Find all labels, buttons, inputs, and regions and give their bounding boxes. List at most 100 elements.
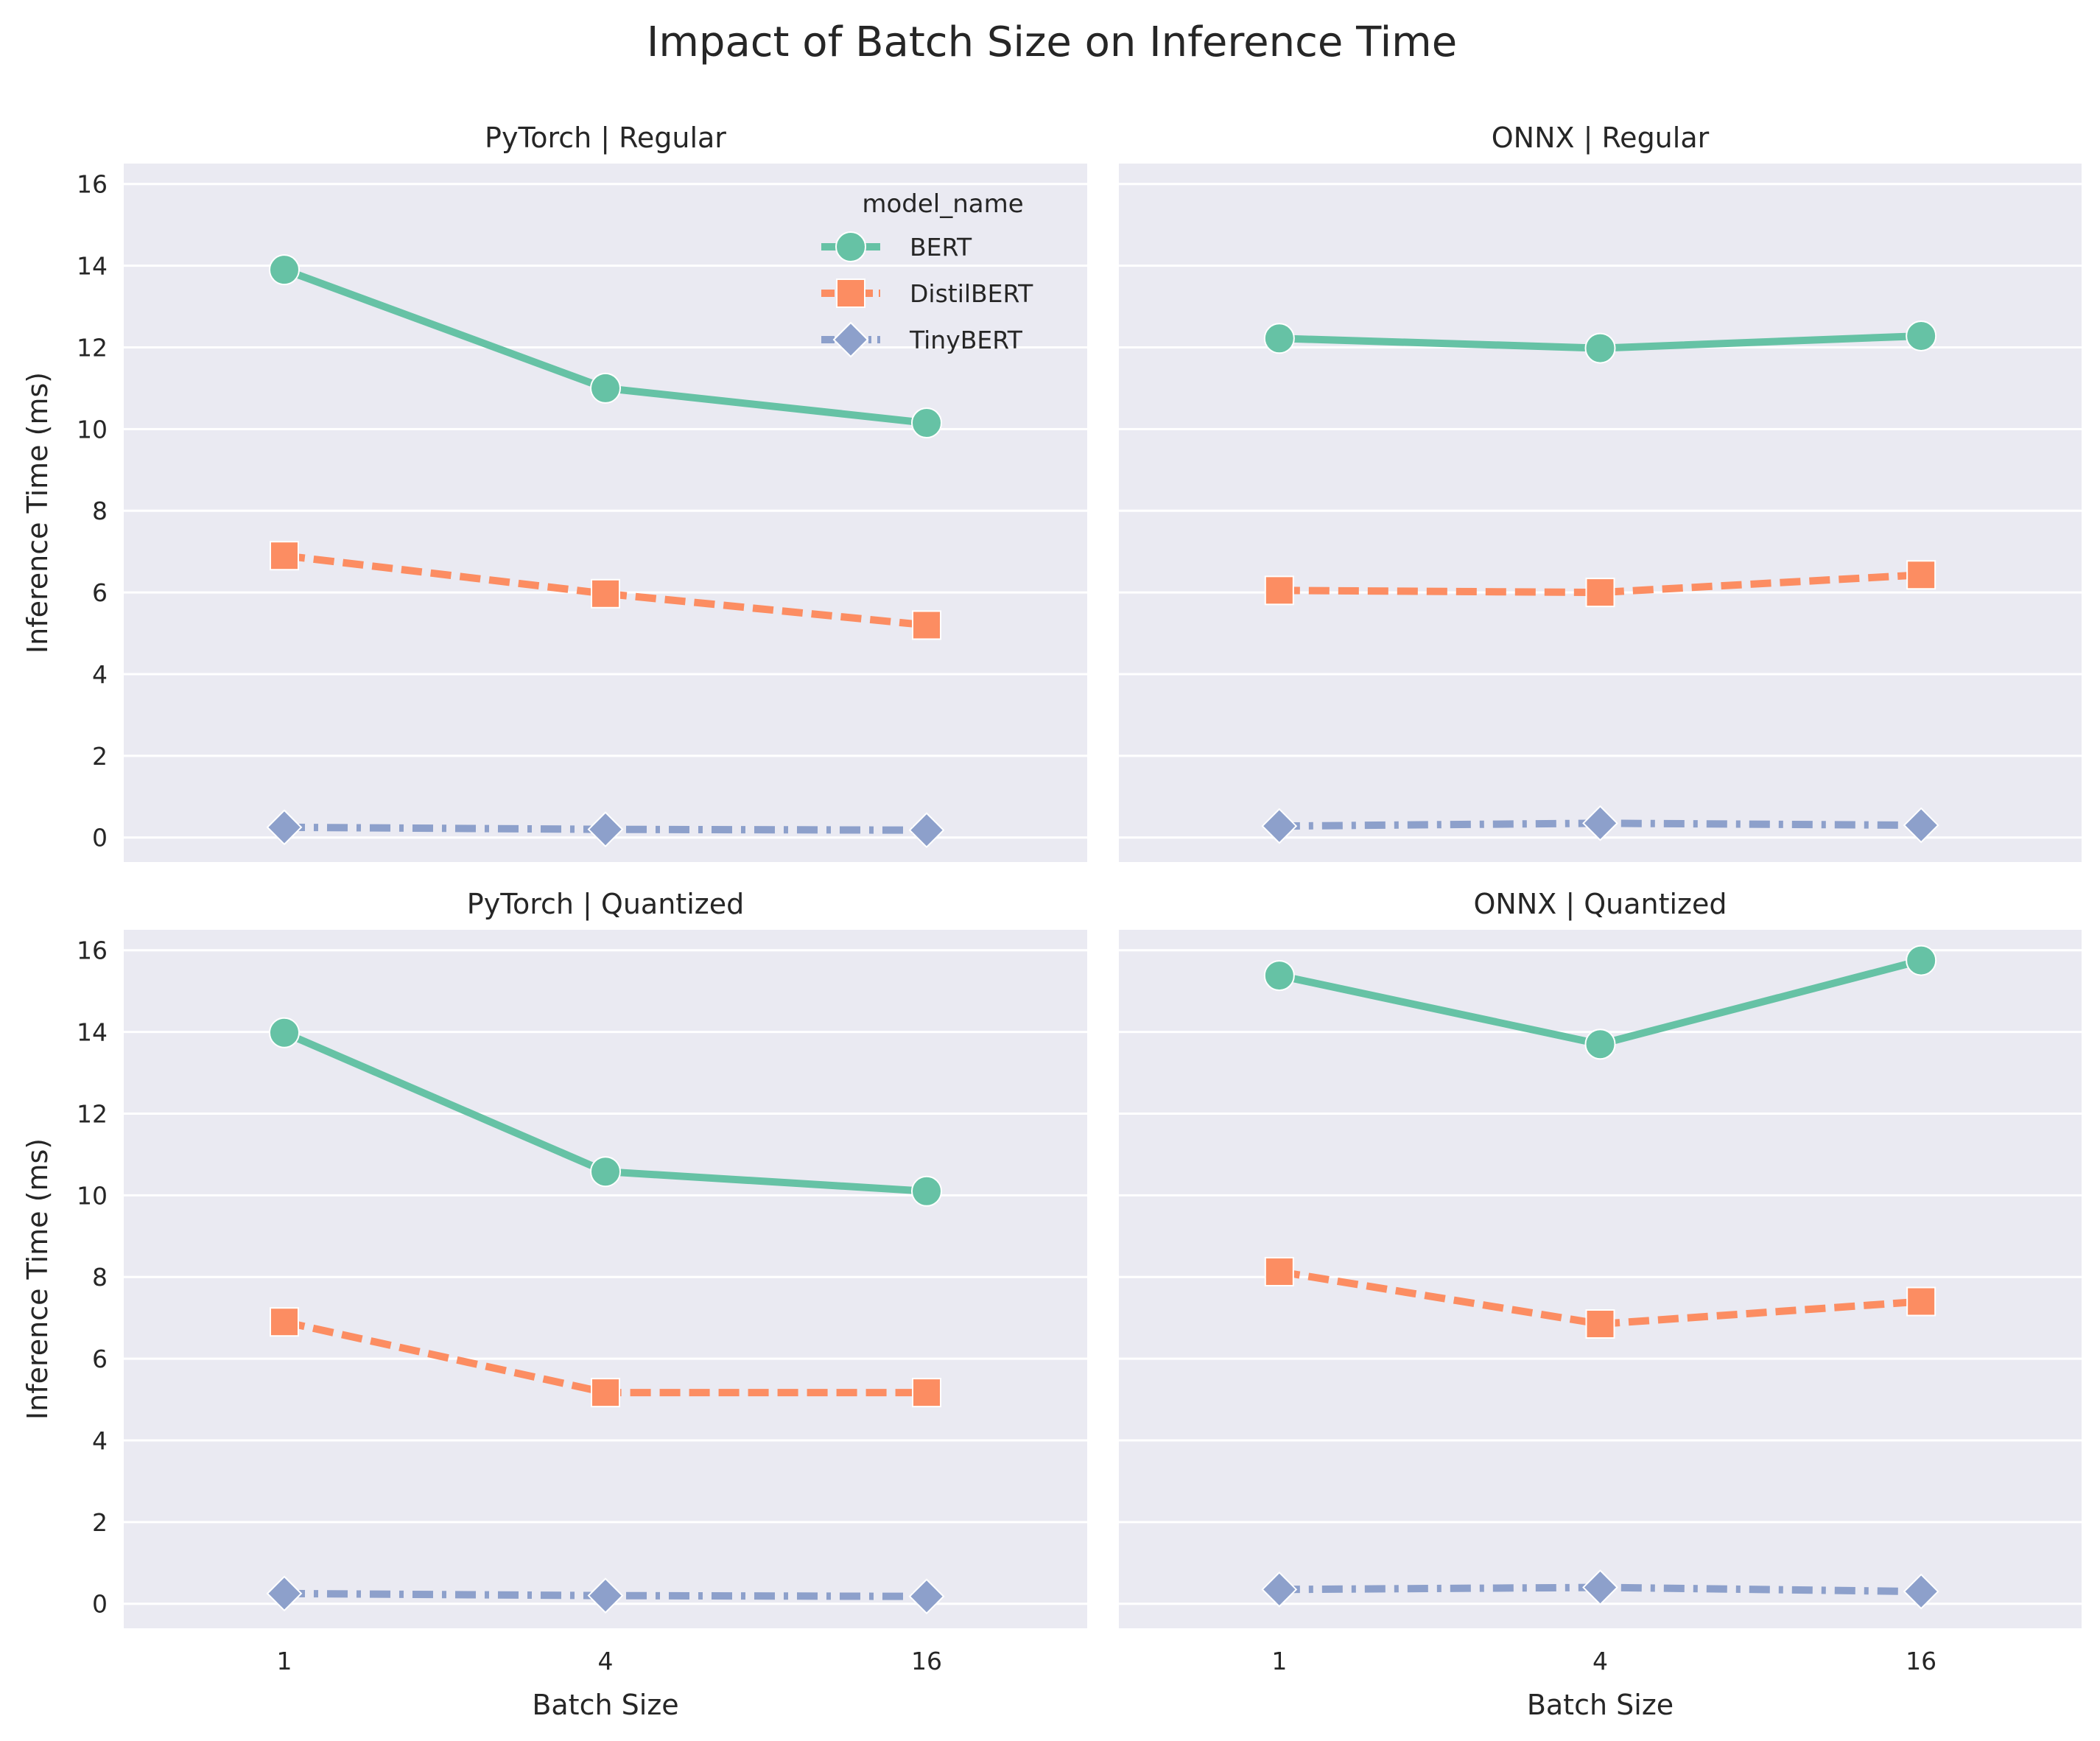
data-point xyxy=(587,811,624,848)
data-point xyxy=(269,254,300,286)
panel-pytorch-quantized: PyTorch | Quantized0246810121416Inferenc… xyxy=(21,888,1087,1721)
panel-title: PyTorch | Quantized xyxy=(467,888,744,921)
x-tick-label: 1 xyxy=(277,1647,292,1675)
x-tick-label: 4 xyxy=(598,1647,614,1675)
data-point xyxy=(590,372,621,404)
y-tick-label: 4 xyxy=(92,1426,108,1455)
y-axis-label: Inference Time (ms) xyxy=(21,1138,54,1420)
panel-onnx-regular: ONNX | Regular xyxy=(1119,122,2082,862)
x-tick-label: 16 xyxy=(911,1647,942,1675)
data-point xyxy=(908,812,945,849)
panel-title: ONNX | Regular xyxy=(1492,122,1710,155)
data-point xyxy=(270,541,299,571)
x-axis-label: Batch Size xyxy=(532,1689,678,1721)
y-tick-label: 12 xyxy=(77,1099,108,1128)
panel-title: ONNX | Quantized xyxy=(1473,888,1727,921)
y-tick-label: 10 xyxy=(77,415,108,444)
series-tinybert xyxy=(266,809,945,849)
panel-onnx-quantized: ONNX | Quantized 1 4 16 Batch Size xyxy=(1119,888,2082,1721)
legend-label: TinyBERT xyxy=(909,326,1023,354)
figure-title: Impact of Batch Size on Inference Time xyxy=(647,18,1457,66)
panel-pytorch-regular: PyTorch | Regular 0 2 4 6 8 10 12 14 16 Inference … xyxy=(21,122,1087,862)
series-bert xyxy=(269,1017,942,1207)
legend-marker xyxy=(835,231,866,262)
panels: PyTorch | Regular0246810121416Inference … xyxy=(21,122,2082,1721)
y-tick-label: 16 xyxy=(77,936,108,965)
x-tick-label: 1 xyxy=(1271,1647,1287,1675)
data-point xyxy=(266,809,303,846)
plot-area xyxy=(124,164,1087,862)
y-tick-label: 2 xyxy=(92,742,108,771)
data-point xyxy=(1585,578,1615,608)
y-tick-label: 16 xyxy=(77,170,108,199)
data-point xyxy=(591,578,620,609)
data-point xyxy=(270,1307,299,1337)
plot-area xyxy=(124,930,1087,1628)
y-tick-label: 10 xyxy=(77,1181,108,1210)
series-tinybert xyxy=(1261,805,1939,844)
series-distilbert xyxy=(270,541,941,640)
data-point xyxy=(1906,320,1937,351)
series-line xyxy=(284,552,927,629)
y-axis-label: Inference Time (ms) xyxy=(21,372,54,654)
data-point xyxy=(587,1577,624,1614)
data-point xyxy=(1264,575,1294,606)
legend-entry-bert: BERT xyxy=(821,231,972,262)
data-point xyxy=(911,1175,942,1207)
series-bert xyxy=(1263,945,1937,1060)
y-tick-label: 14 xyxy=(77,1018,108,1047)
data-point xyxy=(1263,323,1295,354)
data-point xyxy=(1906,560,1936,590)
series-distilbert xyxy=(1264,1257,1936,1339)
y-tick-label: 6 xyxy=(92,1345,108,1373)
data-point xyxy=(1903,1573,1939,1610)
x-tick-label: 16 xyxy=(1906,1647,1936,1675)
x-tick-label: 4 xyxy=(1592,1647,1608,1675)
legend-entry-tinybert: TinyBERT xyxy=(821,321,1023,358)
legend-label: BERT xyxy=(910,233,972,262)
y-tick-label: 2 xyxy=(92,1508,108,1537)
data-point xyxy=(1264,1257,1294,1287)
data-point xyxy=(1903,807,1939,844)
y-tick-label: 4 xyxy=(92,660,108,689)
data-point xyxy=(912,610,941,640)
legend: model_name BERT DistilBERT TinyBERT xyxy=(821,189,1033,358)
series-line xyxy=(1279,571,1922,597)
data-point xyxy=(590,1156,621,1188)
data-point xyxy=(1906,1286,1936,1317)
data-point xyxy=(266,1575,303,1612)
legend-label: DistilBERT xyxy=(910,279,1033,308)
series-distilbert xyxy=(1264,560,1936,608)
legend-entry-distilbert: DistilBERT xyxy=(821,279,1033,308)
data-point xyxy=(591,1378,620,1408)
data-point xyxy=(908,1578,945,1615)
y-tick-label: 14 xyxy=(77,252,108,281)
x-axis-label: Batch Size xyxy=(1527,1689,1674,1721)
series-tinybert xyxy=(1261,1569,1939,1610)
series-distilbert xyxy=(270,1307,941,1408)
legend-marker xyxy=(832,321,869,358)
legend-marker xyxy=(836,279,865,308)
data-point xyxy=(1585,1309,1615,1339)
data-point xyxy=(1582,805,1618,841)
y-tick-label: 8 xyxy=(92,1263,108,1292)
data-point xyxy=(1584,332,1616,364)
data-point xyxy=(269,1017,300,1048)
data-point xyxy=(1261,808,1298,844)
panel-title: PyTorch | Regular xyxy=(485,122,726,155)
y-tick-label: 0 xyxy=(92,824,108,852)
data-point xyxy=(1582,1569,1618,1605)
y-tick-label: 6 xyxy=(92,578,108,607)
series-bert xyxy=(269,254,942,439)
plot-area xyxy=(1119,164,2082,862)
legend-title: model_name xyxy=(862,189,1023,219)
y-tick-label: 0 xyxy=(92,1590,108,1619)
y-tick-label: 12 xyxy=(77,333,108,362)
data-point xyxy=(912,1378,941,1408)
data-point xyxy=(1906,945,1937,976)
series-tinybert xyxy=(266,1575,945,1615)
y-tick-label: 8 xyxy=(92,497,108,525)
data-point xyxy=(911,407,942,439)
data-point xyxy=(1263,960,1295,992)
